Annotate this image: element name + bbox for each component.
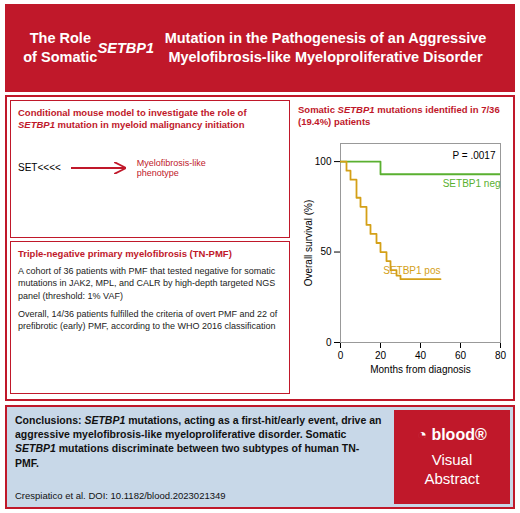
svg-text:SETBP1 pos: SETBP1 pos bbox=[383, 265, 440, 276]
html-text:The Role of Somatic: The Role of Somatic bbox=[23, 30, 98, 65]
svg-text:50: 50 bbox=[320, 246, 332, 257]
svg-text:0: 0 bbox=[338, 349, 344, 360]
html-text:Visual Abstract: Visual Abstract bbox=[424, 450, 480, 487]
html-text:Crespiatico et al. DOI: 10.118: Crespiatico et al. DOI: 10.1182/blood.20… bbox=[15, 490, 226, 501]
html-text:SET<<<<: SET<<<< bbox=[18, 162, 61, 174]
svg-text:20: 20 bbox=[375, 349, 387, 360]
html-text:Triple-negative primary myelof: Triple-negative primary myelofibrosis (T… bbox=[18, 248, 232, 259]
html-text:SETBP1 mutation in myeloid mal: SETBP1 mutation in myeloid malignancy in… bbox=[18, 119, 245, 131]
svg-text:SETBP1 neg: SETBP1 neg bbox=[443, 178, 501, 189]
html-text:Overall, 14/36 patients fulfil: Overall, 14/36 patients fulfilled the cr… bbox=[18, 308, 278, 331]
svg-text:Overall survival (%): Overall survival (%) bbox=[303, 199, 314, 286]
html-text:Somatic SETBP1 mutations ident: Somatic SETBP1 mutations identified in 7… bbox=[298, 104, 500, 128]
svg-text:100: 100 bbox=[315, 155, 332, 166]
svg-text:Months from diagnosis: Months from diagnosis bbox=[370, 363, 471, 374]
html-text:Mutation in the Pathogenesis o: Mutation in the Pathogenesis of an Aggre… bbox=[164, 30, 487, 65]
svg-text:P = .0017: P = .0017 bbox=[453, 149, 496, 160]
svg-text:0: 0 bbox=[326, 336, 332, 347]
svg-text:60: 60 bbox=[455, 349, 467, 360]
html-text:Myelofibrosis-like phenotype: Myelofibrosis-like phenotype bbox=[136, 157, 206, 178]
html-text:SETBP1 mutations discriminate: SETBP1 mutations discriminate between tw… bbox=[15, 442, 360, 469]
html-text:SETBP1: SETBP1 bbox=[97, 39, 155, 56]
svg-text:40: 40 bbox=[415, 349, 427, 360]
html-text:Conclusions: SETBP1 mutations,: Conclusions: SETBP1 mutations, acting as… bbox=[15, 414, 382, 441]
svg-text:80: 80 bbox=[495, 349, 507, 360]
html-text:◔ blood®: ◔ blood® bbox=[417, 425, 487, 443]
html-text:A cohort of 36 patients with P: A cohort of 36 patients with PMF that te… bbox=[18, 266, 276, 301]
html-text:Conditional mouse model to inv: Conditional mouse model to investigate t… bbox=[18, 107, 247, 118]
